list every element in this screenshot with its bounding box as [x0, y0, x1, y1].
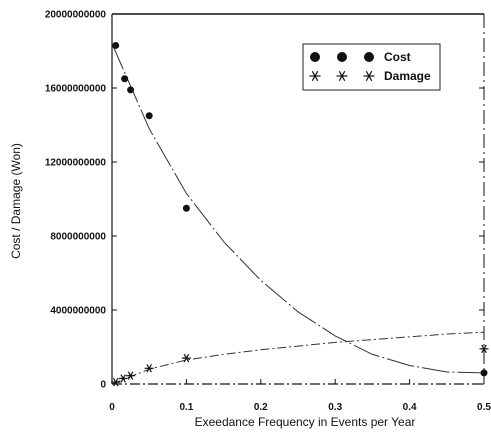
- x-tick-label: 0.5: [477, 402, 491, 413]
- cost-point: [480, 369, 488, 377]
- y-tick-label: 20000000000: [45, 10, 107, 21]
- x-axis-label: Exeedance Frequency in Events per Year: [195, 415, 416, 429]
- damage-point: [126, 371, 136, 380]
- legend-damage-label: Damage: [384, 69, 431, 83]
- trend-curves: [111, 43, 485, 385]
- y-tick-label: 8000000000: [50, 232, 106, 243]
- y-tick-label: 12000000000: [45, 158, 107, 169]
- cost-point: [127, 86, 135, 94]
- axis-ticks: 0 4000000000 8000000000 12000000000 16000000…: [45, 10, 491, 414]
- cost-trend-curve: [111, 43, 485, 374]
- x-tick-label: 0: [109, 402, 115, 413]
- legend-cost-marker: [310, 52, 320, 62]
- y-tick-label: 16000000000: [45, 84, 107, 95]
- data-points: [111, 41, 489, 387]
- damage-point: [144, 364, 154, 373]
- damage-point: [118, 374, 128, 383]
- legend: Cost Damage: [302, 43, 441, 91]
- legend-damage-marker: [336, 70, 348, 82]
- x-tick-label: 0.3: [328, 402, 342, 413]
- damage-point: [479, 344, 489, 354]
- x-tick-label: 0.1: [179, 402, 193, 413]
- legend-cost-label: Cost: [384, 50, 411, 64]
- legend-damage-marker: [309, 70, 321, 82]
- x-tick-label: 0.4: [403, 402, 417, 413]
- x-tick-label: 0.2: [254, 402, 268, 413]
- cost-point: [182, 204, 190, 212]
- legend-cost-marker: [337, 52, 347, 62]
- legend-damage-marker: [363, 70, 375, 82]
- cost-point: [112, 41, 120, 49]
- legend-damage-markers: [309, 70, 375, 82]
- cost-point: [121, 75, 129, 83]
- y-axis-label: Cost / Damage (Won): [9, 143, 23, 259]
- damage-point: [181, 353, 191, 363]
- y-tick-label: 4000000000: [50, 306, 106, 317]
- cost-point: [145, 112, 153, 120]
- legend-cost-markers: [310, 52, 374, 62]
- plot-frame: [111, 13, 485, 385]
- y-tick-label: 0: [100, 380, 106, 391]
- legend-box: [302, 43, 441, 91]
- legend-cost-marker: [364, 52, 374, 62]
- damage-trend-curve: [111, 331, 485, 385]
- damage-point: [111, 377, 121, 387]
